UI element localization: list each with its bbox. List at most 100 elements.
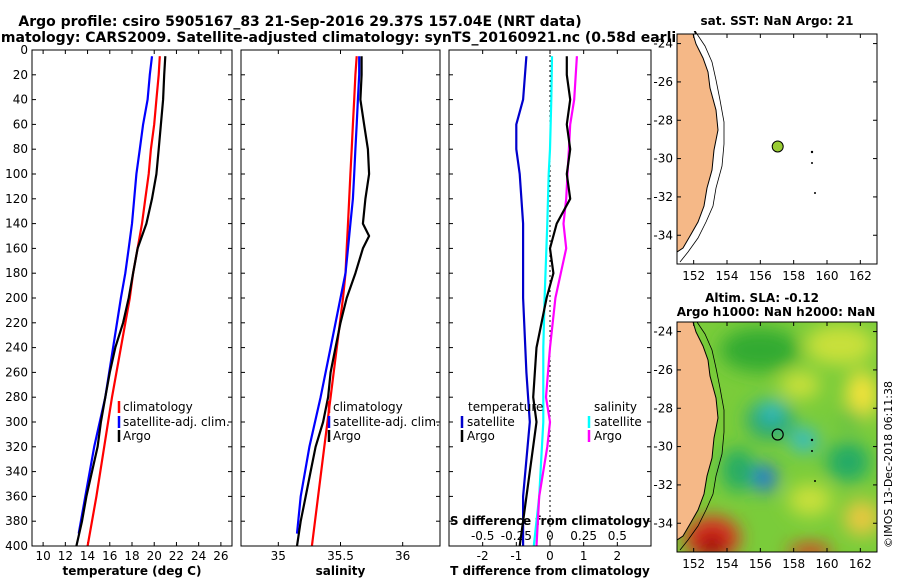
legend-label-argo: Argo — [123, 429, 151, 443]
legend-label-argo: Argo — [333, 429, 361, 443]
series-line — [77, 56, 154, 534]
imos-credit: ©IMOS 13-Dec-2018 06:11:38 — [882, 381, 895, 548]
x-tick-label: 35 — [271, 549, 286, 563]
map-y-tick-label: -32 — [653, 478, 673, 492]
argo-float-marker — [771, 140, 784, 153]
map-y-tick-label: -34 — [653, 516, 673, 530]
y-tick-label: 160 — [5, 241, 28, 255]
sla-map: Altim. SLA: -0.12 Argo h1000: NaN h2000:… — [653, 291, 878, 571]
series-line — [515, 56, 531, 546]
legend-label-temp-satellite: satellite — [467, 415, 515, 429]
y-tick-label: 340 — [5, 465, 28, 479]
secondary-tick-label: -0.25 — [501, 529, 532, 543]
x-tick-label: 2 — [614, 549, 622, 563]
x-axis-label: T difference from climatology — [450, 564, 650, 578]
legend-label-sal-argo: Argo — [594, 429, 622, 443]
x-tick-label: 26 — [213, 549, 228, 563]
y-tick-label: 200 — [5, 291, 28, 305]
series-line — [295, 56, 371, 547]
sst-map-land-australia — [677, 34, 719, 253]
map-x-tick-label: 156 — [749, 557, 772, 571]
map-x-tick-label: 158 — [782, 557, 805, 571]
y-tick-label: 40 — [13, 93, 28, 107]
map-x-tick-label: 156 — [749, 269, 772, 283]
y-tick-label: 140 — [5, 217, 28, 231]
salinity-legend: climatology satellite-adj. clim. Argo — [327, 400, 440, 443]
x-axis-label: temperature (deg C) — [63, 564, 202, 578]
sst-map-title: sat. SST: NaN Argo: 21 — [700, 14, 853, 28]
x-tick-label: 1 — [580, 549, 588, 563]
legend-title-salinity: salinity — [594, 400, 637, 414]
x-tick-label: 24 — [191, 549, 206, 563]
map-y-tick-label: -30 — [653, 152, 673, 166]
series-line — [532, 56, 554, 547]
y-tick-label: 400 — [5, 539, 28, 553]
legend-label-sal-satellite: satellite — [594, 415, 642, 429]
legend-label-temp-argo: Argo — [467, 429, 495, 443]
sst-map-island — [811, 162, 813, 164]
plot-frame — [448, 49, 652, 547]
secondary-tick-label: 0.5 — [608, 529, 627, 543]
series-line — [295, 56, 361, 534]
sla-map-island — [811, 450, 813, 452]
secondary-tick-label: -0.5 — [471, 529, 494, 543]
y-tick-label: 320 — [5, 440, 28, 454]
legend-label-climatology: climatology — [123, 400, 193, 414]
legend-label-satellite: satellite-adj. clim. — [123, 415, 230, 429]
sst-map-axes: 152 154 156 158 160 162 -24 -26 -28 -30 -32 -34 — [653, 34, 877, 283]
temperature-panel: 0 20 40 60 80 100 120 140 160 180 200 220 240 260 280 3… — [5, 43, 233, 578]
y-tick-label: 80 — [13, 142, 28, 156]
map-y-tick-label: -26 — [653, 75, 673, 89]
sla-map-island — [814, 480, 816, 482]
figure-title-line2: Climatology: CARS2009. Satellite-adjuste… — [0, 30, 699, 46]
figure-title-line1: Argo profile: csiro 5905167_83 21-Sep-20… — [18, 14, 581, 30]
map-y-tick-label: -26 — [653, 363, 673, 377]
map-x-tick-label: 162 — [849, 557, 872, 571]
y-tick-label: 180 — [5, 266, 28, 280]
sla-map-title-line1: Altim. SLA: -0.12 — [705, 291, 819, 305]
y-tick-label: 240 — [5, 341, 28, 355]
y-tick-label: 380 — [5, 514, 28, 528]
x-tick-label: 36 — [395, 549, 410, 563]
temperature-legend: climatology satellite-adj. clim. Argo — [117, 400, 230, 443]
x-tick-label: -1 — [510, 549, 522, 563]
x-tick-label: 18 — [124, 549, 139, 563]
map-y-tick-label: -24 — [653, 325, 673, 339]
y-tick-label: 300 — [5, 415, 28, 429]
sla-map-title-line2: Argo h1000: NaN h2000: NaN — [677, 305, 876, 319]
x-tick-label: 12 — [58, 549, 73, 563]
sst-map-island — [814, 192, 816, 194]
map-y-tick-label: -34 — [653, 228, 673, 242]
sst-map-island — [810, 150, 814, 154]
y-tick-label: 60 — [13, 117, 28, 131]
map-x-tick-label: 152 — [682, 269, 705, 283]
x-tick-label: 16 — [102, 549, 117, 563]
sla-map-land-australia — [677, 322, 719, 541]
series-line — [86, 56, 161, 547]
plot-frame — [31, 49, 233, 547]
y-tick-label: 220 — [5, 316, 28, 330]
salinity-panel: 35 35.5 36 salinity — [240, 49, 441, 578]
x-tick-label: 35.5 — [327, 549, 354, 563]
map-y-tick-label: -24 — [653, 37, 673, 51]
x-tick-label: 22 — [169, 549, 184, 563]
map-y-tick-label: -28 — [653, 113, 673, 127]
map-x-tick-label: 158 — [782, 269, 805, 283]
series-line — [310, 56, 358, 547]
map-y-tick-label: -32 — [653, 190, 673, 204]
sla-map-shelf-contour — [679, 322, 725, 551]
map-x-tick-label: 162 — [849, 269, 872, 283]
secondary-tick-label: 0.25 — [570, 529, 597, 543]
difference-legend: temperature salinity satellite Argo sate… — [460, 400, 642, 443]
x-axis-label: salinity — [316, 564, 366, 578]
map-x-tick-label: 152 — [682, 557, 705, 571]
series-line — [75, 56, 167, 547]
x-tick-label: 0 — [546, 549, 554, 563]
plot-area — [32, 50, 232, 546]
series-line — [518, 56, 572, 547]
sst-map: sat. SST: NaN Argo: 21 152 154 156 158 160 16… — [653, 14, 878, 283]
map-y-tick-label: -30 — [653, 440, 673, 454]
legend-title-temperature: temperature — [468, 400, 543, 414]
